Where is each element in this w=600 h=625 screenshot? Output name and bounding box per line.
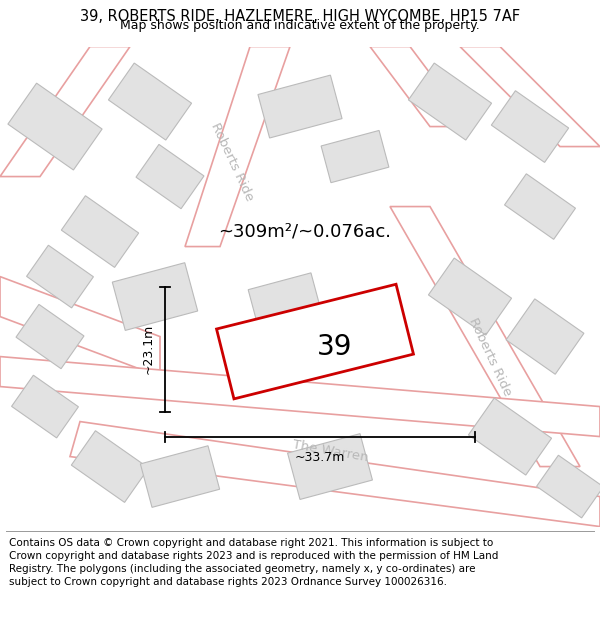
Text: 39: 39 [317, 332, 353, 361]
Polygon shape [71, 431, 149, 502]
Polygon shape [505, 174, 575, 239]
Polygon shape [140, 446, 220, 508]
Text: Contains OS data © Crown copyright and database right 2021. This information is : Contains OS data © Crown copyright and d… [9, 538, 499, 588]
Polygon shape [26, 245, 94, 308]
Polygon shape [460, 47, 600, 146]
Polygon shape [469, 398, 551, 475]
Text: Roberts Ride: Roberts Ride [466, 316, 514, 398]
Polygon shape [506, 299, 584, 374]
Polygon shape [11, 375, 79, 438]
Polygon shape [0, 276, 160, 376]
Polygon shape [61, 196, 139, 268]
Text: ~309m²/~0.076ac.: ~309m²/~0.076ac. [218, 222, 392, 241]
Polygon shape [0, 356, 600, 436]
Polygon shape [109, 63, 191, 140]
Polygon shape [536, 455, 600, 518]
Polygon shape [8, 83, 102, 170]
Polygon shape [136, 144, 204, 209]
Text: Map shows position and indicative extent of the property.: Map shows position and indicative extent… [120, 19, 480, 32]
Polygon shape [112, 262, 197, 331]
Polygon shape [390, 206, 580, 466]
Text: 39, ROBERTS RIDE, HAZLEMERE, HIGH WYCOMBE, HP15 7AF: 39, ROBERTS RIDE, HAZLEMERE, HIGH WYCOMB… [80, 9, 520, 24]
Polygon shape [321, 131, 389, 182]
Text: The Warren: The Warren [291, 439, 369, 464]
Polygon shape [248, 273, 322, 330]
Polygon shape [0, 47, 130, 176]
Polygon shape [16, 304, 84, 369]
Polygon shape [491, 91, 569, 162]
Polygon shape [428, 258, 512, 335]
Text: ~23.1m: ~23.1m [142, 324, 155, 374]
Polygon shape [185, 47, 290, 246]
Polygon shape [70, 421, 600, 526]
Polygon shape [370, 47, 470, 126]
Text: Roberts Ride: Roberts Ride [208, 121, 256, 202]
Polygon shape [287, 434, 373, 499]
Polygon shape [258, 75, 342, 138]
Text: ~33.7m: ~33.7m [295, 451, 345, 464]
Polygon shape [409, 63, 491, 140]
Polygon shape [217, 284, 413, 399]
